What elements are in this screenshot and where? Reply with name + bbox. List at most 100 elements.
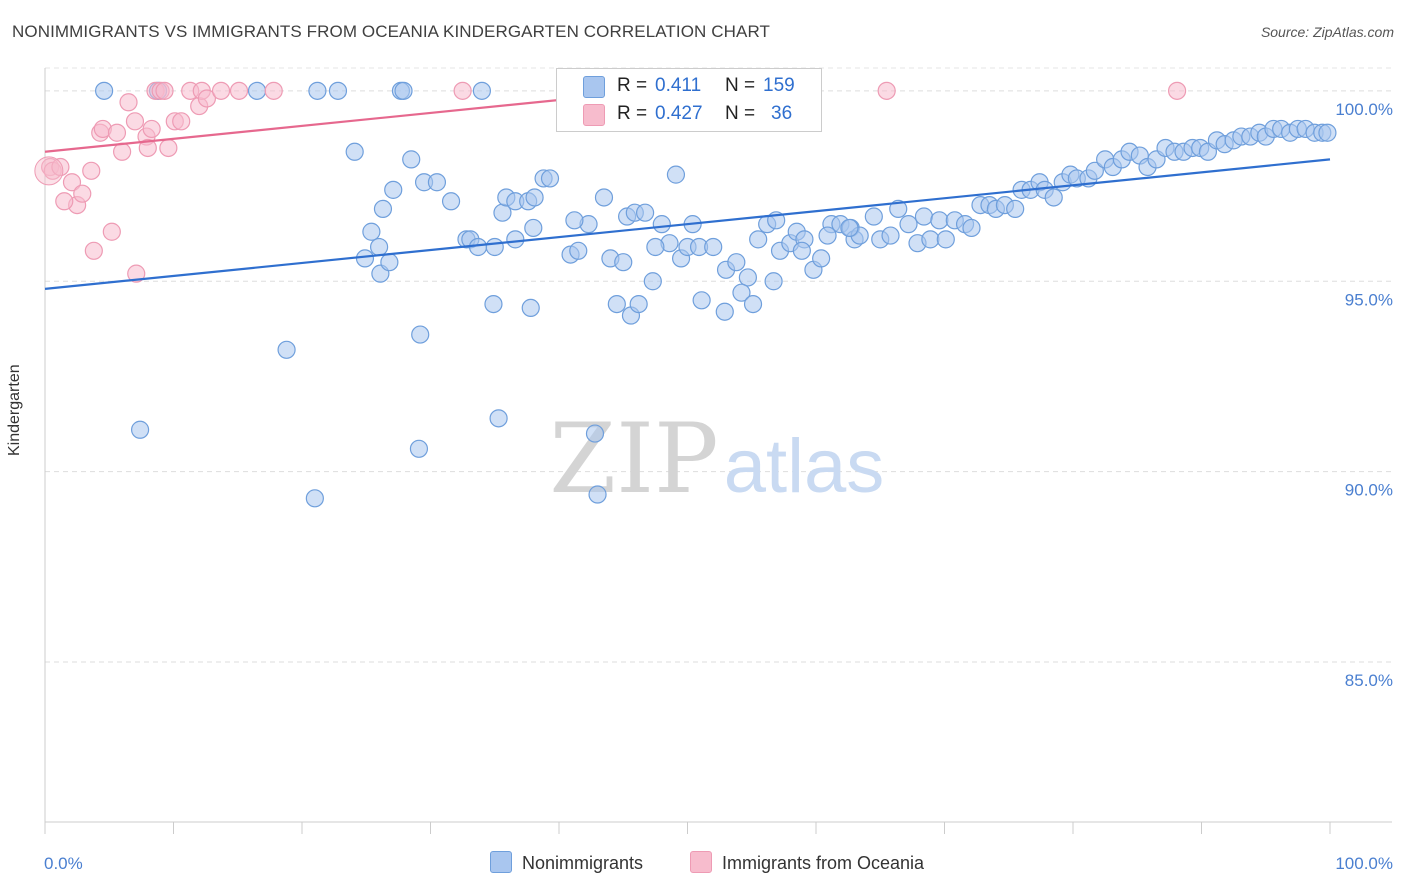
oceania-point (877, 81, 896, 100)
axes (44, 68, 1392, 834)
nonimmigrants-point (614, 253, 633, 272)
oceania-point (112, 142, 132, 161)
legend-r-value: 0.427 (655, 103, 703, 124)
nonimmigrants-point (345, 142, 364, 161)
oceania-point (229, 81, 249, 100)
legend-n-label: N = (725, 75, 756, 96)
oceania-point (119, 93, 138, 112)
nonimmigrants-point (540, 169, 560, 188)
nonimmigrants-point (692, 291, 711, 310)
nonimmigrants-point (881, 226, 900, 245)
nonimmigrants-point (588, 485, 607, 504)
series-oceania-points (34, 81, 1187, 283)
nonimmigrants-point (130, 420, 150, 439)
nonimmigrants-point (643, 272, 662, 291)
oceania-point (453, 81, 472, 100)
oceania-point (107, 123, 127, 142)
oceania-point (102, 222, 121, 241)
nonimmigrants-point (607, 295, 626, 314)
nonimmigrants-point (506, 230, 525, 249)
nonimmigrants-point (666, 165, 686, 184)
chart-title: NONIMMIGRANTS VS IMMIGRANTS FROM OCEANIA… (12, 22, 770, 41)
nonimmigrants-point (818, 226, 837, 245)
nonimmigrants-point (373, 199, 393, 218)
oceania-point (211, 81, 231, 100)
oceania-point (82, 161, 101, 180)
nonimmigrants-point (409, 439, 429, 458)
oceania-point (142, 119, 161, 139)
legend-r-value: 0.411 (655, 75, 702, 96)
nonimmigrants-point (402, 150, 421, 169)
nonimmigrants-point (914, 207, 934, 226)
bottom-legend-label: Immigrants from Oceania (722, 853, 925, 873)
oceania-point (125, 112, 145, 131)
watermark-zip: ZIP (549, 403, 718, 515)
oceania-point (1167, 81, 1187, 100)
legend-row-oceania: R = 0.427 N = 36 (557, 100, 821, 128)
nonimmigrants-point (485, 237, 504, 257)
oceania-point (62, 173, 82, 192)
nonimmigrants-point (525, 188, 544, 207)
y-tick-label: 95.0% (1345, 290, 1393, 309)
oceania-point (84, 241, 103, 260)
nonimmigrants-point (1044, 188, 1063, 207)
nonimmigrants-point (962, 218, 981, 238)
legend-swatch-blue (583, 76, 605, 98)
oceania-point (159, 138, 178, 158)
oceania-point (264, 81, 283, 100)
nonimmigrants-point (95, 81, 114, 100)
nonimmigrants-point (840, 218, 859, 238)
bottom-legend-nonimmigrants: Nonimmigrants (490, 851, 643, 874)
nonimmigrants-point (521, 298, 540, 318)
nonimmigrants-point (362, 222, 381, 241)
tick-labels: 100.0% 95.0% 90.0% 85.0% 0.0% 100.0% (44, 100, 1393, 873)
oceania-point (155, 81, 174, 100)
nonimmigrants-point (472, 81, 491, 100)
watermark-atlas: atlas (724, 424, 885, 509)
nonimmigrants-point (411, 325, 430, 344)
y-tick-label: 100.0% (1335, 100, 1393, 119)
watermark: ZIP atlas (549, 403, 884, 515)
nonimmigrants-point (899, 215, 918, 234)
oceania-point (197, 89, 217, 108)
nonimmigrants-point (646, 237, 665, 257)
x-tick-label-max: 100.0% (1335, 854, 1393, 873)
nonimmigrants-point (305, 489, 324, 508)
oceania-point (51, 157, 70, 177)
nonimmigrants-point (585, 424, 605, 443)
nonimmigrants-point (1085, 161, 1104, 180)
legend-n-label: N = (725, 103, 756, 124)
legend-r-label: R = (617, 103, 648, 124)
legend-n-value: 36 (771, 103, 793, 124)
nonimmigrants-point (247, 81, 267, 100)
nonimmigrants-point (441, 192, 461, 211)
oceania-point (127, 264, 146, 283)
nonimmigrants-point (812, 249, 831, 268)
nonimmigrants-point (594, 188, 614, 207)
nonimmigrants-point (743, 295, 763, 314)
nonimmigrants-point (727, 253, 746, 272)
nonimmigrants-point (749, 230, 768, 249)
nonimmigrants-point (704, 237, 723, 257)
nonimmigrants-point (629, 295, 648, 314)
nonimmigrants-point (715, 302, 734, 321)
nonimmigrants-point (930, 211, 949, 230)
nonimmigrants-point (565, 211, 584, 230)
nonimmigrants-point (370, 237, 389, 257)
nonimmigrants-point (921, 230, 940, 249)
nonimmigrants-point (738, 268, 757, 287)
nonimmigrants-point (380, 253, 399, 272)
oceania-point (34, 156, 64, 186)
legend-swatch-pink (583, 104, 605, 126)
oceania-point (138, 138, 157, 158)
nonimmigrants-point (328, 81, 348, 100)
x-tick-label-min: 0.0% (44, 854, 83, 873)
trend-line-nonimmigrants (44, 158, 1331, 290)
nonimmigrants-point (864, 207, 883, 226)
oceania-point (73, 184, 92, 203)
nonimmigrants-point (355, 249, 375, 268)
oceania-point (172, 112, 191, 131)
nonimmigrants-point (394, 81, 413, 100)
nonimmigrants-point (732, 283, 751, 302)
